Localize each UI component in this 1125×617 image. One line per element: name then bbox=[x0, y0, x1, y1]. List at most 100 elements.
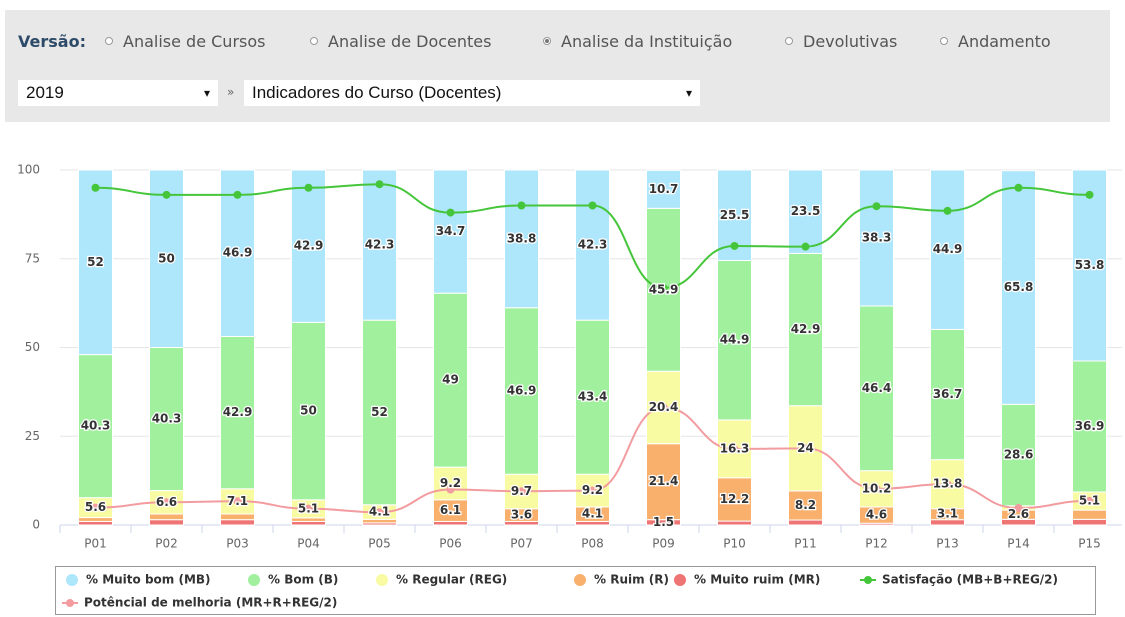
x-tick-label: P07 bbox=[510, 537, 533, 551]
radio-option[interactable]: Andamento bbox=[940, 32, 1051, 51]
data-label: 10.2 bbox=[862, 481, 892, 495]
radio-option[interactable]: Analise de Docentes bbox=[310, 32, 491, 51]
radio-option[interactable]: Devolutivas bbox=[785, 32, 897, 51]
data-label: 36.9 bbox=[1075, 419, 1105, 433]
year-select[interactable]: 2019 bbox=[18, 80, 218, 106]
line-point bbox=[375, 180, 384, 189]
radio-label: Devolutivas bbox=[803, 32, 898, 51]
radio-button[interactable] bbox=[105, 36, 113, 45]
line-point bbox=[1085, 190, 1094, 199]
line-point bbox=[588, 201, 597, 210]
bar-segment bbox=[78, 520, 113, 526]
line-point bbox=[801, 444, 810, 453]
y-tick-label: 25 bbox=[25, 429, 40, 443]
legend-label: Potêncial de melhoria (MR+R+REG/2) bbox=[84, 596, 337, 610]
data-label: 42.3 bbox=[578, 238, 608, 252]
x-tick-label: P01 bbox=[84, 537, 107, 551]
data-label: 40.3 bbox=[81, 419, 111, 433]
bar-segment bbox=[78, 517, 113, 522]
line-series bbox=[95, 406, 1090, 514]
line-point bbox=[91, 183, 100, 192]
bar-segment bbox=[220, 513, 255, 521]
bar-segment bbox=[646, 443, 681, 521]
legend-box bbox=[55, 566, 1096, 615]
bar-segment bbox=[220, 519, 255, 526]
legend-marker bbox=[66, 574, 78, 586]
bar-segment bbox=[78, 354, 113, 499]
bar-segment bbox=[1072, 360, 1107, 493]
bar-segment bbox=[788, 519, 823, 526]
data-label: 9.2 bbox=[582, 483, 603, 497]
bar-segment bbox=[788, 252, 823, 407]
data-label: 46.9 bbox=[507, 383, 537, 397]
radio-label: Andamento bbox=[958, 32, 1051, 51]
radio-label: Analise de Docentes bbox=[328, 32, 492, 51]
data-label: 36.7 bbox=[933, 387, 963, 401]
data-label: 9.2 bbox=[440, 476, 461, 490]
data-label: 5.1 bbox=[1079, 494, 1100, 508]
data-label: 20.4 bbox=[649, 400, 679, 414]
radio-button[interactable] bbox=[543, 36, 551, 45]
x-tick-label: P05 bbox=[368, 537, 391, 551]
data-label: 44.9 bbox=[720, 333, 750, 347]
radio-option[interactable]: Analise de Cursos bbox=[105, 32, 265, 51]
data-label: 4.1 bbox=[369, 505, 390, 519]
line-point bbox=[304, 183, 313, 192]
data-label: 10.7 bbox=[649, 182, 679, 196]
data-label: 49 bbox=[442, 373, 459, 387]
line-point bbox=[872, 484, 881, 493]
line-point bbox=[588, 486, 597, 495]
x-tick-label: P03 bbox=[226, 537, 249, 551]
bar-segment bbox=[291, 520, 326, 526]
line-point bbox=[517, 487, 526, 496]
legend-label: % Bom (B) bbox=[268, 573, 338, 587]
radio-button[interactable] bbox=[940, 36, 948, 45]
x-tick-label: P04 bbox=[297, 537, 320, 551]
data-label: 5.6 bbox=[85, 500, 106, 514]
line-point bbox=[1014, 503, 1023, 512]
bar-segment bbox=[433, 466, 468, 501]
data-label: 5.1 bbox=[298, 501, 319, 515]
line-point bbox=[446, 485, 455, 494]
radio-label: Analise de Cursos bbox=[123, 32, 266, 51]
data-label: 52 bbox=[371, 405, 388, 419]
radio-option[interactable]: Analise da Instituição bbox=[543, 32, 732, 51]
legend-label: % Regular (REG) bbox=[396, 573, 507, 587]
bar-segment bbox=[291, 169, 326, 323]
line-point bbox=[91, 503, 100, 512]
line-point bbox=[730, 241, 739, 250]
line-point bbox=[943, 206, 952, 215]
legend-label: Satisfação (MB+B+REG/2) bbox=[882, 573, 1058, 587]
bar-segment bbox=[362, 169, 397, 321]
line-point bbox=[517, 201, 526, 210]
legend-marker bbox=[864, 576, 872, 584]
bar-segment bbox=[433, 169, 468, 294]
line-point bbox=[801, 242, 810, 251]
radio-button[interactable] bbox=[785, 36, 793, 45]
radio-button[interactable] bbox=[310, 36, 318, 45]
indicator-select[interactable]: Indicadores do Curso (Docentes) bbox=[244, 80, 700, 106]
x-tick-label: P10 bbox=[723, 537, 746, 551]
bar-segment bbox=[433, 520, 468, 526]
x-tick-label: P12 bbox=[865, 537, 888, 551]
line-point bbox=[659, 283, 668, 292]
line-point bbox=[233, 497, 242, 506]
line-point bbox=[162, 190, 171, 199]
radio-label: Analise da Instituição bbox=[561, 32, 733, 51]
bar-segment bbox=[1072, 169, 1107, 362]
x-tick-label: P14 bbox=[1007, 537, 1030, 551]
data-label: 24 bbox=[797, 441, 814, 455]
data-label: 38.8 bbox=[507, 231, 537, 245]
y-tick-label: 0 bbox=[32, 518, 40, 532]
data-label: 44.9 bbox=[933, 242, 963, 256]
data-label: 4.1 bbox=[582, 507, 603, 521]
bar-segment bbox=[1001, 403, 1036, 507]
data-label: 45.9 bbox=[649, 282, 679, 296]
bar-segment bbox=[291, 321, 326, 501]
line-series bbox=[95, 183, 1090, 289]
bar-segment bbox=[930, 169, 965, 330]
data-label: 3.6 bbox=[511, 508, 532, 522]
line-point bbox=[375, 508, 384, 517]
bar-segment bbox=[1072, 518, 1107, 526]
